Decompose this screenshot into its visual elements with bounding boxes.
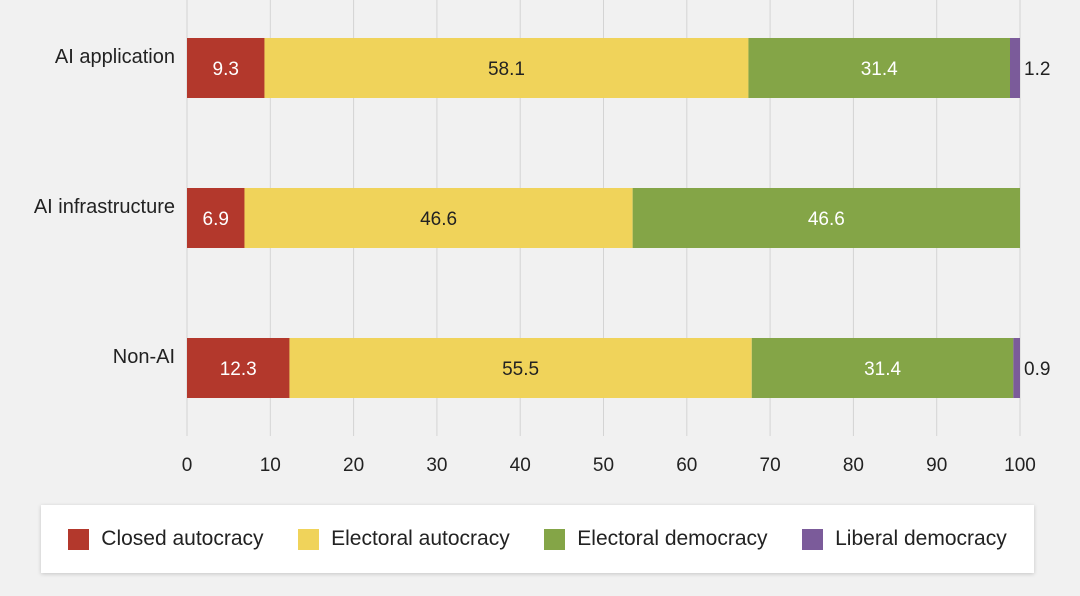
- legend: Closed autocracy Electoral autocracy Ele…: [41, 505, 1034, 573]
- bar-non-ai-electoral-autocracy: [289, 338, 752, 398]
- category-label-non-ai: Non-AI: [113, 346, 175, 368]
- bars: [187, 38, 1020, 398]
- legend-swatch: [68, 528, 90, 550]
- category-label-ai-infrastructure: AI infrastructure: [34, 196, 175, 218]
- bar-ai-infrastructure-electoral-autocracy: [244, 188, 633, 248]
- legend-item-electoral-autocracy: Electoral autocracy: [298, 527, 510, 551]
- legend-swatch: [802, 528, 824, 550]
- bar-ai-application-electoral-autocracy: [264, 38, 749, 98]
- legend-item-closed-autocracy: Closed autocracy: [68, 527, 264, 551]
- legend-swatch: [544, 528, 566, 550]
- x-axis-ticks: 0 10 20 30 40 50 60 70 80 90 100: [182, 455, 1036, 476]
- category-labels: AI application AI infrastructure Non-AI: [34, 46, 175, 368]
- data-label-ai-infrastructure-electoral-democracy: 46.6: [808, 209, 845, 230]
- legend-label: Electoral autocracy: [331, 527, 510, 550]
- data-label-ai-infrastructure-electoral-autocracy: 46.6: [420, 209, 457, 230]
- x-tick-label: 90: [926, 455, 947, 476]
- category-label-ai-application: AI application: [55, 46, 175, 68]
- x-tick-label: 20: [343, 455, 364, 476]
- legend-swatch: [298, 528, 320, 550]
- bar-non-ai-closed-autocracy: [187, 338, 290, 398]
- bar-ai-application-liberal-democracy: [1010, 38, 1020, 98]
- legend-label: Liberal democracy: [835, 527, 1007, 550]
- data-label-non-ai-electoral-democracy: 31.4: [864, 359, 901, 380]
- data-label-non-ai-closed-autocracy: 12.3: [220, 359, 257, 380]
- stacked-bar-chart: 9.3 58.1 31.4 1.2 6.9 46.6 46.6 12.3 55.5 31.4 0.9…: [34, 0, 1051, 476]
- legend-label: Electoral democracy: [577, 527, 768, 550]
- x-tick-label: 50: [593, 455, 614, 476]
- bar-ai-application-electoral-democracy: [748, 38, 1011, 98]
- bar-non-ai-liberal-democracy: [1013, 338, 1020, 398]
- bar-ai-infrastructure-closed-autocracy: [187, 188, 245, 248]
- x-tick-label: 10: [260, 455, 281, 476]
- bar-ai-infrastructure-electoral-democracy: [632, 188, 1020, 248]
- bar-non-ai-electoral-democracy: [751, 338, 1014, 398]
- legend-label: Closed autocracy: [101, 527, 264, 550]
- x-tick-label: 100: [1004, 455, 1036, 476]
- x-tick-label: 60: [676, 455, 697, 476]
- data-label-ai-application-electoral-autocracy: 58.1: [488, 59, 525, 80]
- legend-item-electoral-democracy: Electoral democracy: [544, 527, 768, 551]
- data-label-ai-application-closed-autocracy: 9.3: [213, 59, 239, 80]
- data-label-ai-application-liberal-democracy: 1.2: [1024, 59, 1050, 80]
- data-label-non-ai-liberal-democracy: 0.9: [1024, 359, 1050, 380]
- data-labels: 9.3 58.1 31.4 1.2 6.9 46.6 46.6 12.3 55.5 31.4 0.9: [203, 59, 1051, 380]
- x-tick-label: 80: [843, 455, 864, 476]
- x-tick-label: 0: [182, 455, 193, 476]
- data-label-non-ai-electoral-autocracy: 55.5: [502, 359, 539, 380]
- data-label-ai-application-electoral-democracy: 31.4: [861, 59, 898, 80]
- x-tick-label: 70: [760, 455, 781, 476]
- x-tick-label: 30: [426, 455, 447, 476]
- bar-ai-application-closed-autocracy: [187, 38, 265, 98]
- x-tick-label: 40: [510, 455, 531, 476]
- legend-item-liberal-democracy: Liberal democracy: [802, 527, 1007, 551]
- data-label-ai-infrastructure-closed-autocracy: 6.9: [203, 209, 229, 230]
